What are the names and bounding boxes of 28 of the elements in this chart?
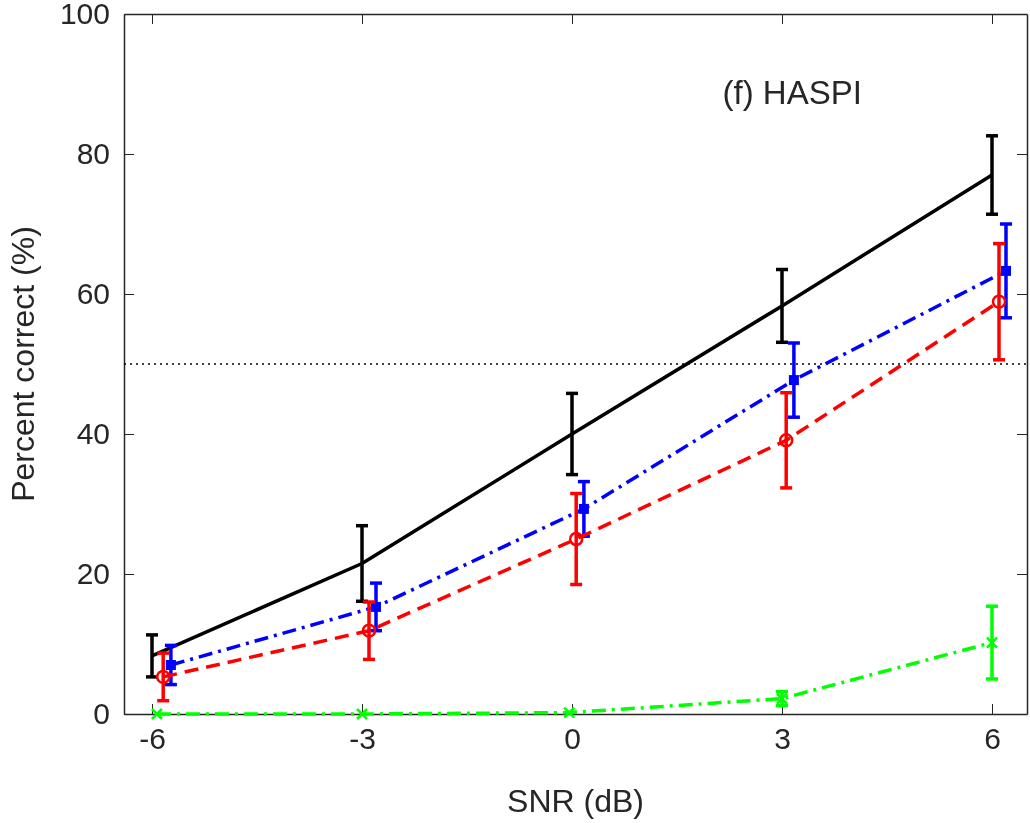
point — [568, 531, 584, 547]
x-tick-label: 0 — [564, 722, 581, 756]
point — [562, 706, 576, 719]
y-tick-label: 60 — [76, 277, 110, 311]
y-tick-label: 40 — [76, 417, 110, 451]
point — [1001, 265, 1011, 276]
point — [355, 707, 369, 721]
x-tick-label: -6 — [139, 722, 166, 756]
point — [991, 294, 1007, 309]
point — [985, 636, 999, 649]
point — [361, 623, 377, 638]
point — [788, 375, 799, 386]
annotation: (f) HASPI — [722, 74, 862, 111]
x-axis-title: SNR (dB) — [507, 783, 644, 819]
y-tick-label: 20 — [76, 557, 110, 591]
point — [150, 707, 164, 721]
x-tick-label: 3 — [774, 722, 791, 756]
point — [778, 433, 794, 448]
y-tick-label: 80 — [76, 137, 110, 171]
y-axis-title: Percent correct (%) — [5, 226, 41, 502]
x-tick-label: 6 — [984, 722, 1001, 756]
point — [371, 601, 381, 612]
point — [165, 660, 176, 670]
x-tick-label: -3 — [349, 722, 376, 756]
point — [578, 503, 589, 514]
y-tick-label: 0 — [93, 697, 110, 731]
point — [155, 669, 171, 685]
y-tick-label: 100 — [59, 0, 110, 31]
